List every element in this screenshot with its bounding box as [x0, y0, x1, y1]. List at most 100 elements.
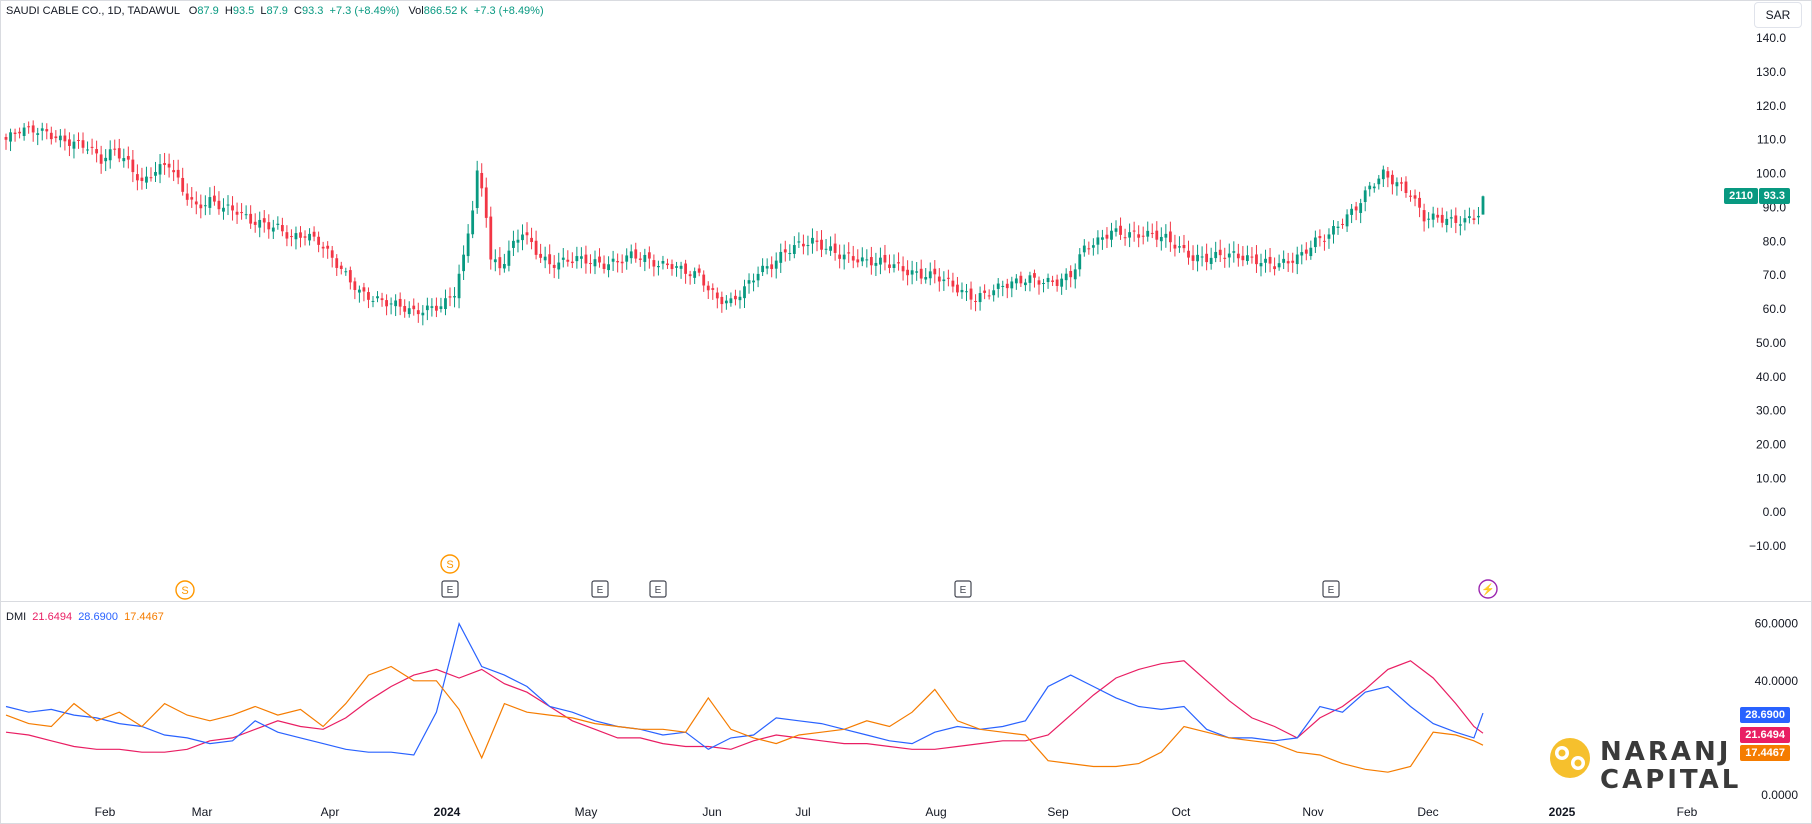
candle-body: [389, 303, 393, 305]
candle-body: [199, 204, 203, 209]
candle-body: [1372, 186, 1376, 189]
candle-body: [1236, 253, 1240, 259]
candle-body: [1078, 254, 1082, 270]
candle-body: [86, 149, 89, 151]
candle-body: [543, 256, 547, 261]
candle-body: [661, 260, 665, 264]
candle-body: [856, 259, 860, 263]
candle-body: [530, 237, 533, 243]
candle-body: [634, 249, 638, 259]
candle-body: [1463, 218, 1467, 223]
candle-body: [45, 129, 49, 132]
candle-body: [811, 237, 814, 244]
candle-body: [1042, 282, 1045, 284]
adx-badge: 17.4467: [1740, 745, 1790, 761]
candle-body: [1001, 285, 1005, 287]
candle-body: [561, 257, 565, 260]
candle-body: [471, 210, 475, 235]
candle-body: [987, 295, 991, 297]
candle-body: [1223, 257, 1227, 259]
candle-body: [49, 132, 53, 140]
candle-body: [40, 128, 44, 131]
candle-body: [439, 306, 443, 309]
candle-body: [1422, 210, 1426, 222]
candle-body: [598, 256, 601, 263]
minus-di-line: [5, 622, 1484, 756]
candle-body: [752, 280, 755, 283]
candle-body: [684, 263, 688, 274]
candle-body: [1028, 275, 1032, 283]
dmi-legend[interactable]: DMI 21.6494 28.6900 17.4467: [6, 611, 164, 623]
price-tick-label: 120.0: [1756, 99, 1786, 113]
candle-body: [1037, 280, 1041, 285]
candle-body: [1350, 208, 1354, 215]
candle-body: [31, 125, 35, 133]
candle-body: [1436, 214, 1440, 218]
candle-body: [1313, 237, 1317, 248]
change-value: +7.3 (+8.49%): [329, 5, 400, 17]
candle-body: [978, 293, 982, 303]
candle-body: [883, 254, 887, 263]
candle-body: [643, 254, 647, 262]
candle-body: [901, 266, 905, 272]
candle-body: [1146, 230, 1150, 237]
candle-body: [770, 264, 774, 270]
candle-body: [1119, 225, 1122, 235]
candle-body: [457, 273, 461, 299]
candle-body: [484, 187, 488, 218]
high-value: 93.5: [232, 5, 255, 17]
candle-body: [992, 290, 996, 296]
candle-body: [869, 257, 873, 266]
plus-di-line: [5, 660, 1484, 753]
candle-body: [376, 296, 379, 299]
candle-body: [965, 291, 968, 293]
candle-body: [1141, 235, 1145, 237]
split-event-label: S: [181, 585, 188, 597]
last-volume-badge: 2110: [1724, 188, 1758, 204]
candle-body: [1409, 195, 1412, 197]
candle-body: [276, 223, 280, 225]
candle-body: [1096, 237, 1100, 245]
candle-body: [299, 232, 302, 238]
candle-body: [1187, 250, 1190, 258]
candle-body: [956, 284, 959, 293]
candle-body: [1377, 178, 1381, 185]
candle-body: [1468, 216, 1471, 218]
price-tick-label: −10.00: [1749, 539, 1786, 553]
low-value: 87.9: [266, 5, 288, 17]
candle-body: [534, 240, 538, 255]
candle-body: [1046, 277, 1050, 283]
candle-body: [865, 259, 869, 261]
dmi-label: DMI: [6, 611, 27, 623]
candle-body: [1309, 247, 1313, 257]
candle-body: [13, 132, 17, 135]
pane-separator[interactable]: [0, 601, 1812, 602]
candle-body: [1395, 182, 1399, 187]
candle-body: [1445, 218, 1449, 226]
price-tick-label: 70.0: [1763, 268, 1787, 282]
candle-body: [1232, 251, 1236, 253]
candle-body: [892, 264, 896, 269]
candle-body: [539, 253, 543, 258]
candle-body: [670, 264, 674, 270]
candle-body: [448, 296, 452, 298]
candle-body: [1214, 251, 1218, 259]
candle-body: [1241, 255, 1245, 261]
candle-body: [1164, 233, 1168, 238]
candle-body: [326, 245, 330, 249]
candle-body: [516, 239, 520, 243]
logo-line1: NARANJ: [1600, 737, 1732, 767]
candle-body: [122, 158, 126, 162]
candle-body: [58, 135, 62, 141]
symbol-title[interactable]: SAUDI CABLE CO., 1D, TADAWUL: [6, 5, 180, 17]
candle-body: [1413, 195, 1417, 199]
currency-button[interactable]: SAR: [1754, 2, 1802, 28]
candle-body: [1291, 260, 1295, 263]
candle-body: [1327, 234, 1331, 239]
candle-body: [1182, 244, 1186, 249]
candle-body: [1418, 197, 1421, 208]
price-axis: 140.0130.0120.0110.0100.090.080.070.060.…: [1749, 31, 1786, 553]
candle-body: [108, 149, 112, 161]
candle-body: [602, 263, 606, 269]
